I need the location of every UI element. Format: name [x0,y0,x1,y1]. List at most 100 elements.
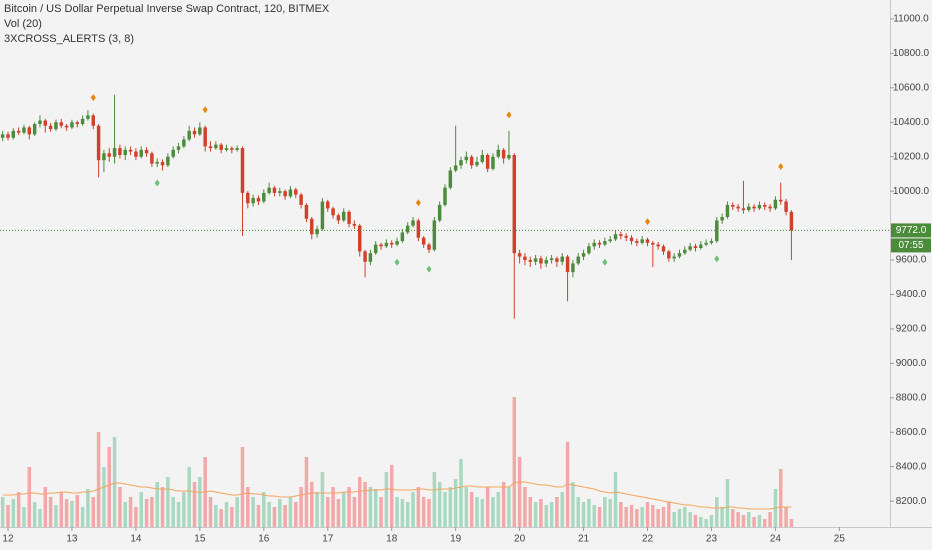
y-tick-label: 10600.0 [893,82,930,93]
candle-body [576,256,580,264]
candle-body [453,165,458,171]
candle-body [635,241,639,243]
x-tick-label: 23 [706,534,718,545]
x-tick-label: 21 [578,534,590,545]
volume-bar [645,502,650,527]
volume-bar [485,487,490,527]
candle-body [565,256,570,273]
volume-bar [432,472,437,527]
volume-bar [38,509,42,527]
candle-body [22,127,26,133]
candle-body [656,244,660,247]
candle-body [320,201,325,230]
y-tick-label: 10400.0 [893,117,930,128]
x-tick-label: 16 [258,534,270,545]
x-tick-label: 20 [514,534,526,545]
volume-bar [416,487,421,527]
candle-body [251,198,255,204]
volume-bar [160,487,165,527]
candle-body [389,242,394,245]
volume-bar [619,502,623,527]
candle-body [214,144,218,149]
volume-bar [214,505,218,527]
volume-bar [342,492,346,527]
volume-bar [272,507,277,527]
candle-body [166,156,170,166]
candle-body [198,127,202,135]
candle-body [75,122,80,124]
volume-bar [763,519,767,527]
candle-body [368,253,373,262]
candle-body [581,253,586,257]
volume-bar [555,497,559,527]
candle-body [421,237,426,245]
y-tick-label: 8200.0 [896,496,927,507]
volume-bar [677,509,682,527]
y-tick-label: 9000.0 [896,358,927,369]
volume-bar [91,497,95,527]
candle-body [640,239,644,243]
y-tick-label: 11000.0 [893,14,929,25]
volume-bar [315,492,319,527]
volume-bar [693,515,698,527]
volume-bar [70,501,74,527]
candle-body [555,258,559,262]
volume-bar [326,497,330,527]
volume-bar [651,505,655,527]
candle-body [224,148,229,150]
volume-bar [699,517,703,527]
candle-body [448,170,453,188]
volume-bar [123,502,127,527]
candle-body [571,263,575,273]
volume-bar [357,477,362,527]
volume-bar [310,482,314,527]
volume-bar [613,472,618,527]
candle-body [773,199,778,209]
x-tick-label: 14 [130,534,142,545]
candle-body [48,125,53,130]
volume-bar [368,487,373,527]
candle-body [677,253,682,257]
candle-body [405,225,410,233]
candle-body [32,124,37,135]
volume-bar [294,502,298,527]
candle-body [294,189,298,195]
volume-bar [779,469,783,527]
candle-body [672,256,676,259]
candle-body [331,208,335,216]
candle-body [134,151,138,157]
volume-bar [741,515,746,527]
candle-body [752,206,756,209]
volume-bar [6,505,10,527]
candle-body [256,198,261,202]
candle-body [709,241,714,243]
volume-bar [544,505,548,527]
candle-body [731,204,735,207]
x-tick-label: 15 [194,534,206,545]
y-tick-label: 8600.0 [896,427,927,438]
volume-bar [112,437,117,527]
candle-body [741,208,746,211]
volume-bar [304,457,309,527]
candle-body [587,246,591,254]
candle-body [352,223,357,226]
volume-bar [496,492,501,527]
volume-bar [571,482,575,527]
volume-bar [384,472,389,527]
sell-signal [415,199,421,207]
volume-bar [171,497,175,527]
sell-signal [506,111,512,119]
candle-body [262,192,266,202]
candle-body [528,260,533,262]
candle-body [645,239,650,243]
candle-body [112,148,117,157]
volume-bar [608,499,612,527]
volume-bar [235,497,239,527]
candle-body [624,235,628,238]
candle-body [533,258,538,262]
volume-bar [11,499,16,527]
candle-body [523,256,527,261]
volume-bar [528,497,533,527]
